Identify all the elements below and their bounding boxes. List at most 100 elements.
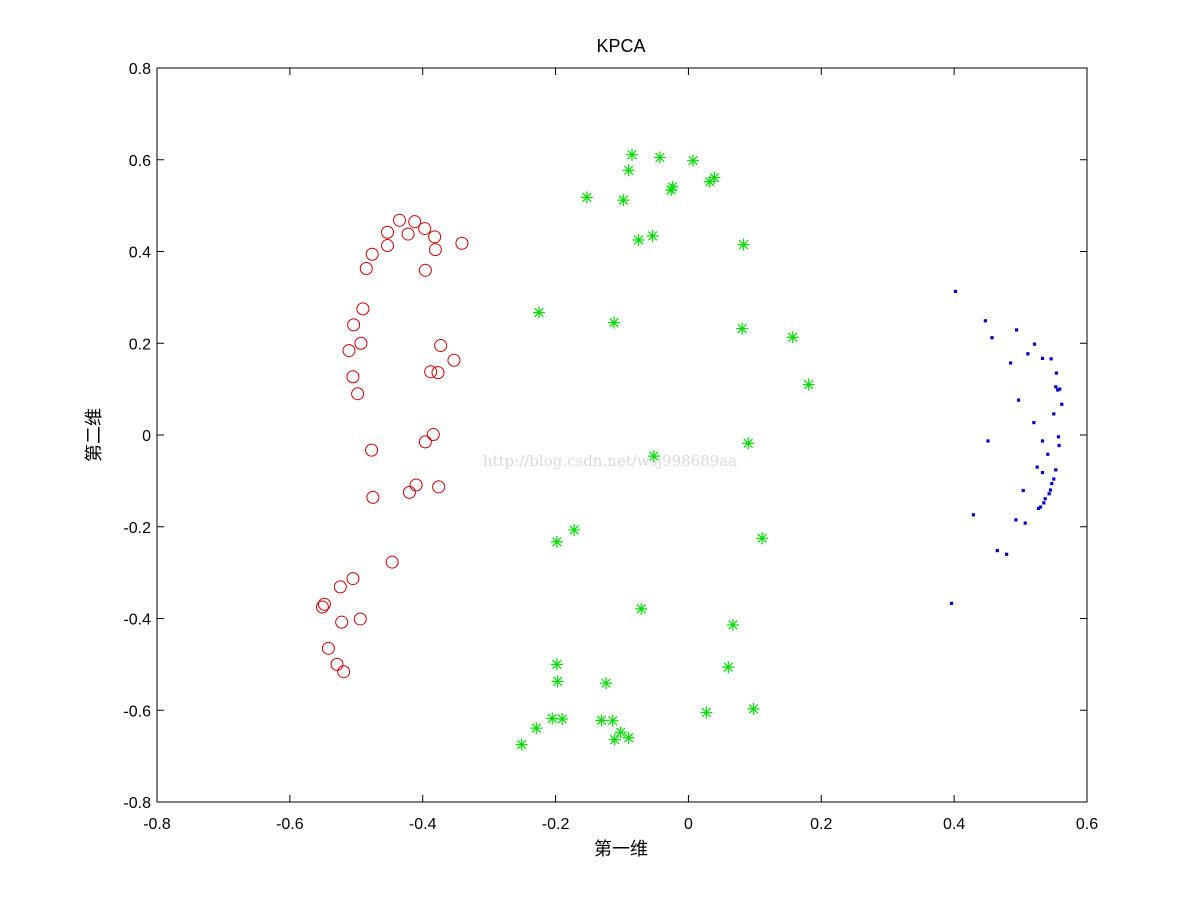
data-point	[786, 331, 799, 344]
data-point	[617, 194, 630, 207]
data-point	[1049, 357, 1053, 361]
data-point	[1060, 402, 1064, 406]
x-tick-label: 0.2	[810, 816, 832, 833]
data-point	[431, 366, 445, 380]
data-point	[687, 154, 700, 167]
data-point	[756, 532, 769, 545]
watermark-text: http://blog.csdn.net/wsj998689aa	[483, 452, 737, 470]
data-point	[1038, 505, 1043, 509]
data-point	[647, 450, 660, 463]
x-tick-label: -0.6	[276, 816, 304, 833]
data-point	[1035, 465, 1039, 469]
data-point	[1054, 468, 1058, 472]
data-point	[1032, 421, 1036, 425]
data-point	[424, 365, 438, 379]
data-point	[700, 706, 713, 719]
data-point	[722, 661, 735, 674]
series-dot	[949, 289, 1064, 605]
y-tick-label: -0.4	[123, 612, 151, 629]
data-point	[990, 336, 994, 340]
data-point	[737, 238, 750, 251]
data-point	[625, 148, 638, 161]
plot-area	[156, 67, 1088, 803]
data-point	[595, 714, 608, 727]
data-point	[1014, 328, 1019, 332]
data-point	[606, 714, 619, 727]
data-point	[317, 597, 331, 611]
data-point	[381, 225, 395, 239]
data-point	[1048, 488, 1053, 492]
data-point	[665, 184, 678, 197]
data-point	[354, 336, 368, 350]
data-point	[333, 580, 347, 594]
y-tick-label: 0.6	[129, 153, 151, 170]
data-point	[1040, 471, 1045, 475]
data-point	[949, 601, 954, 605]
data-point	[1058, 387, 1062, 391]
data-point	[346, 572, 360, 586]
data-point	[365, 247, 379, 261]
data-point	[356, 302, 370, 316]
data-point	[353, 612, 367, 626]
data-point	[550, 658, 563, 671]
data-point	[653, 151, 666, 164]
data-point	[1026, 352, 1030, 356]
data-point	[1052, 412, 1056, 416]
y-tick-label: 0.8	[129, 61, 151, 78]
y-tick-label: 0.2	[129, 336, 151, 353]
data-point	[580, 191, 593, 204]
axis-ticks	[156, 67, 1088, 803]
data-point	[1047, 492, 1051, 496]
data-point	[708, 171, 721, 184]
x-tick-label: 0	[684, 816, 693, 833]
series-asterisk	[515, 148, 815, 751]
x-tick-label: 0.4	[943, 816, 965, 833]
data-point	[635, 602, 648, 615]
data-point	[346, 370, 360, 384]
data-point	[447, 353, 461, 367]
data-point	[986, 439, 990, 443]
data-point	[1050, 482, 1054, 486]
data-point	[1040, 356, 1045, 360]
data-point	[321, 641, 335, 655]
data-point	[1036, 506, 1041, 510]
y-tick-label: 0.4	[129, 245, 151, 262]
series-circle	[315, 213, 469, 679]
data-point	[365, 443, 379, 457]
data-point	[428, 230, 442, 244]
x-axis-label: 第一维	[594, 839, 648, 859]
data-point	[351, 387, 365, 401]
data-point	[802, 378, 815, 391]
data-point	[347, 318, 361, 332]
data-point	[556, 712, 569, 725]
data-point	[614, 726, 627, 739]
data-point	[342, 344, 356, 358]
data-point	[742, 437, 755, 450]
x-tick-label: 0.6	[1076, 816, 1098, 833]
data-point	[401, 227, 415, 241]
data-point	[315, 600, 329, 614]
data-point	[530, 722, 543, 735]
data-point	[953, 289, 958, 294]
data-point	[568, 523, 581, 536]
data-point	[409, 478, 423, 492]
data-point	[432, 480, 446, 494]
data-point	[1023, 521, 1027, 525]
data-points	[315, 148, 1064, 751]
x-tick-label: -0.4	[409, 816, 437, 833]
data-point	[418, 263, 432, 277]
data-point	[551, 675, 564, 688]
data-point	[726, 618, 739, 631]
y-tick-label: -0.2	[123, 520, 151, 537]
data-point	[1057, 443, 1061, 448]
x-tick-label: -0.2	[542, 816, 570, 833]
data-point	[600, 677, 613, 690]
data-point	[608, 733, 621, 746]
data-point	[550, 535, 563, 548]
data-point	[515, 738, 528, 751]
y-tick-label: 0	[142, 428, 151, 445]
data-point	[666, 180, 679, 193]
data-point	[1043, 497, 1047, 501]
data-point	[608, 316, 621, 329]
